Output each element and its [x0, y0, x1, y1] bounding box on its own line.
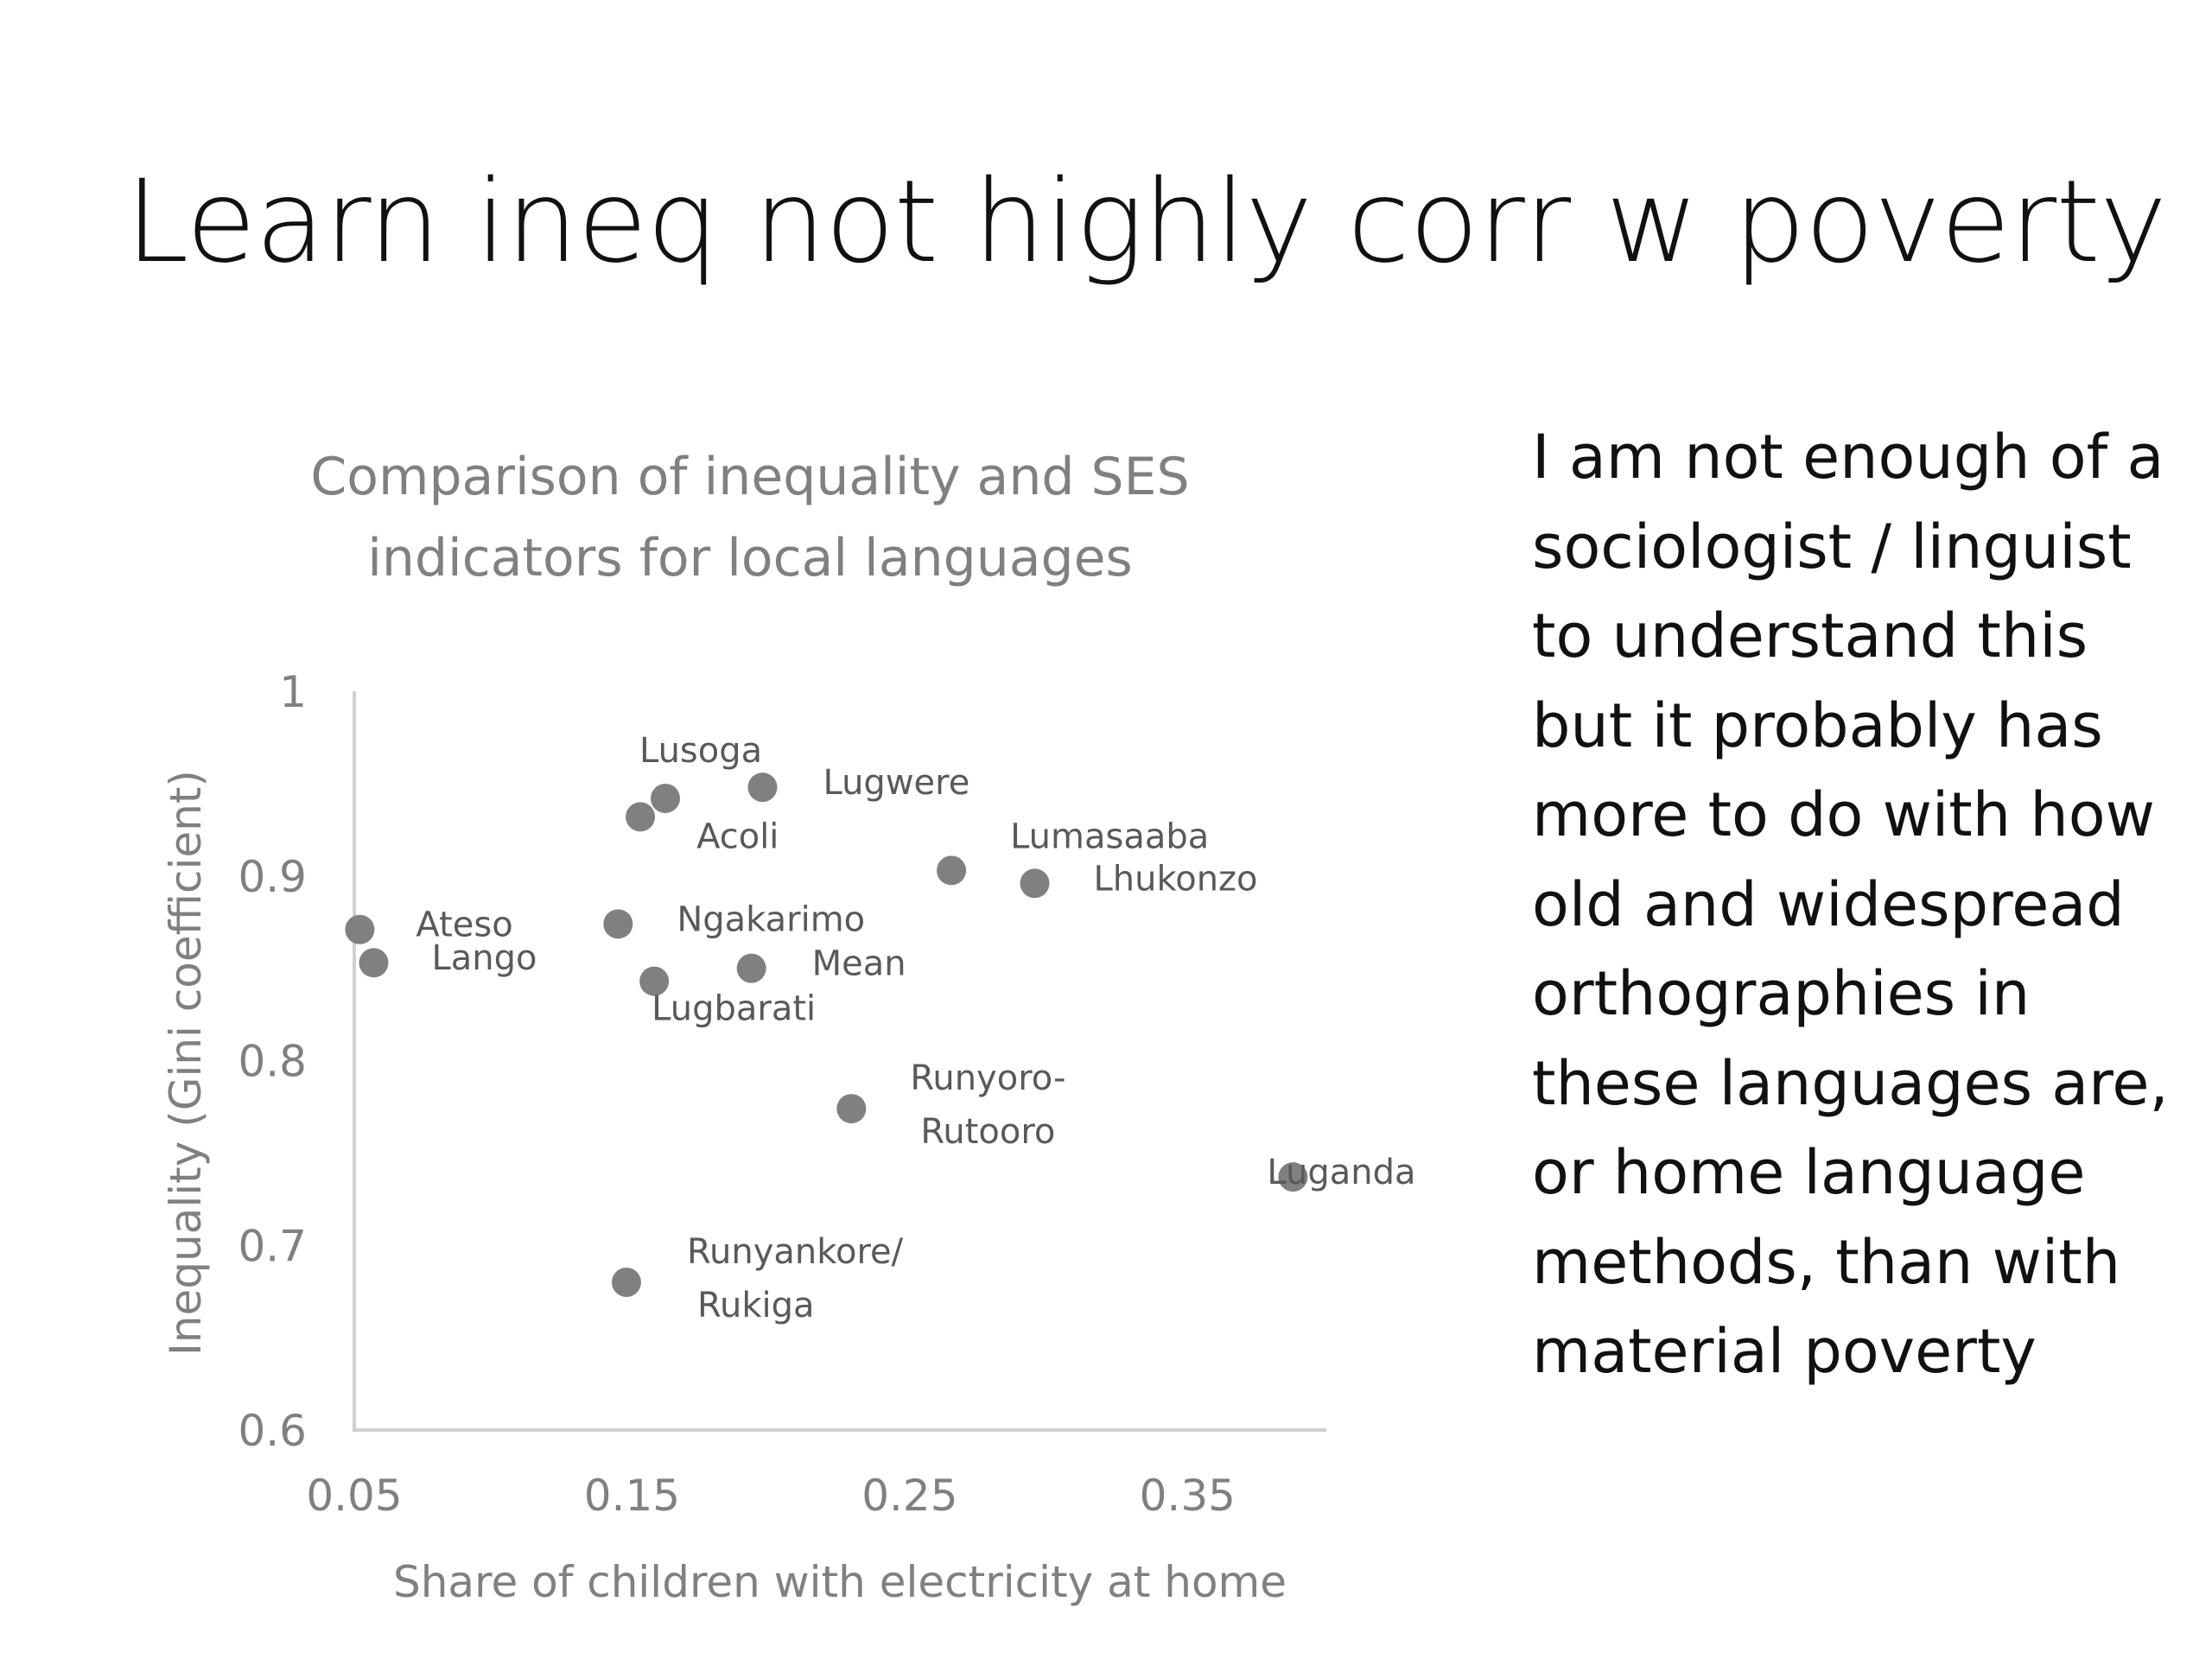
x-tick-label: 0.25: [861, 1471, 957, 1521]
data-point-label: Acoli: [696, 817, 779, 856]
y-tick-label: 0.9: [238, 852, 307, 902]
y-tick-label: 0.6: [238, 1406, 307, 1456]
data-point: [937, 855, 967, 886]
chart-svg: Comparison of inequality and SES indicat…: [161, 447, 1416, 1607]
x-axis-label: Share of children with electricity at ho…: [393, 1557, 1287, 1607]
body-text: I am not enough of a sociologist / lingu…: [1532, 413, 2189, 1397]
data-point: [747, 772, 778, 803]
slide-title: Learn ineq not highly corr w poverty: [125, 156, 2167, 289]
data-point: [345, 914, 375, 944]
y-tick-labels: 0.6 0.7 0.8 0.9 1: [238, 667, 307, 1456]
x-tick-label: 0.15: [584, 1471, 680, 1521]
data-point: [639, 966, 670, 996]
data-point: [651, 783, 680, 813]
data-point: [736, 953, 766, 983]
body-line: more to do with how: [1532, 779, 2155, 850]
data-point-label: Ateso: [416, 906, 512, 945]
data-point: [836, 1094, 867, 1124]
data-point-label: Lhukonzo: [1094, 859, 1258, 899]
data-point: [603, 909, 633, 939]
data-point-label: Mean: [812, 944, 906, 984]
y-tick-label: 1: [279, 667, 307, 717]
x-tick-label: 0.05: [306, 1471, 402, 1521]
data-point: [359, 948, 389, 978]
data-point: [1278, 1162, 1308, 1192]
body-line: to understand this: [1532, 601, 2088, 671]
body-line: methods, than with: [1532, 1226, 2121, 1298]
data-point-label: Lugwere: [823, 763, 970, 803]
data-point: [626, 802, 656, 832]
data-point-label: Lusoga: [639, 731, 762, 771]
body-line: orthographies in: [1532, 958, 2031, 1029]
body-line: but it probably has: [1532, 690, 2103, 761]
body-line: old and widespread: [1532, 868, 2125, 940]
x-tick-labels: 0.05 0.15 0.25 0.35: [306, 1471, 1236, 1521]
data-point-label: Runyankore/Rukiga: [687, 1232, 904, 1325]
body-line: or home language: [1532, 1137, 2086, 1208]
body-line: I am not enough of a: [1532, 422, 2164, 493]
y-axis-label: Inequality (Gini coefficient): [161, 770, 211, 1356]
y-tick-label: 0.8: [238, 1037, 307, 1087]
data-point: [1020, 868, 1050, 899]
data-point-label: Lugbarati: [652, 989, 816, 1029]
body-line: sociologist / linguist: [1532, 511, 2132, 582]
data-point-label: Ngakarimo: [677, 899, 865, 939]
data-point-label: Luganda: [1267, 1153, 1415, 1192]
data-point-label: Lango: [432, 938, 537, 978]
data-point-label: Runyoro-Rutooro: [910, 1058, 1065, 1152]
body-line: material poverty: [1532, 1316, 2037, 1387]
data-points: [345, 772, 1308, 1297]
data-point-label: Lumasaaba: [1010, 817, 1209, 856]
chart-title-line-1: Comparison of inequality and SES: [310, 447, 1189, 507]
data-point: [612, 1268, 641, 1297]
y-tick-label: 0.7: [238, 1221, 307, 1271]
body-line: these languages are,: [1532, 1047, 2169, 1119]
scatter-chart: Comparison of inequality and SES indicat…: [130, 432, 1478, 1642]
x-tick-label: 0.35: [1140, 1471, 1236, 1521]
chart-title-line-2: indicators for local languages: [367, 528, 1133, 588]
